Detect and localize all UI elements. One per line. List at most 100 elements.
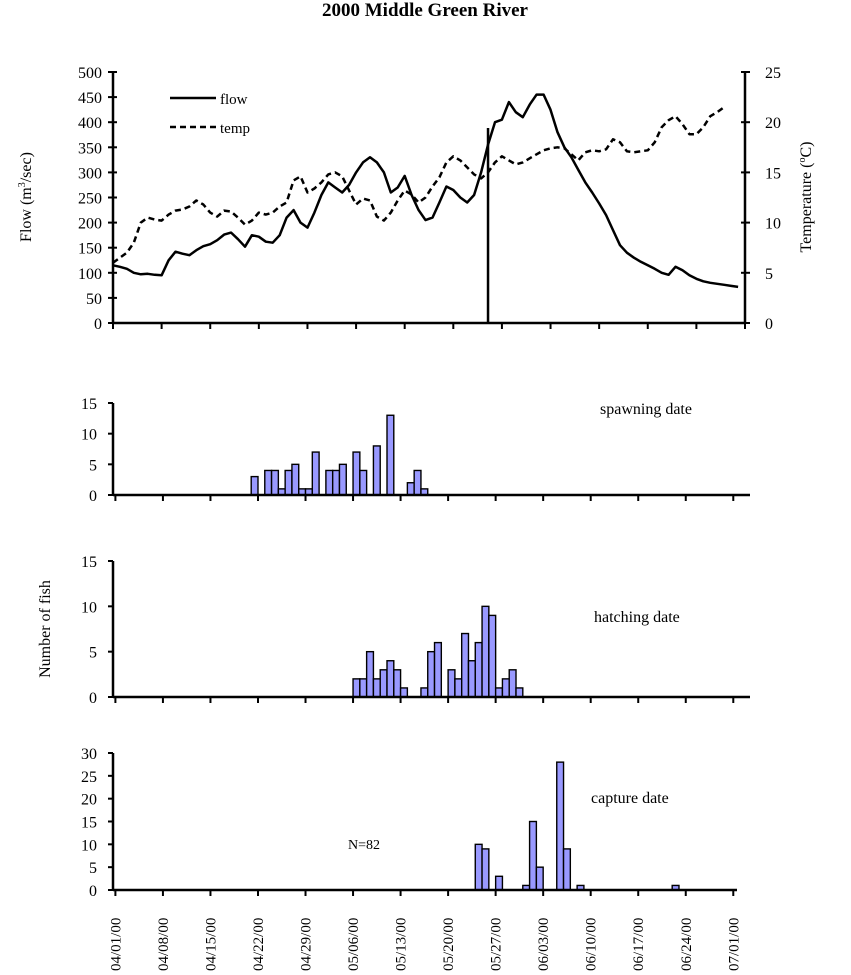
capture-bar <box>556 761 565 891</box>
temp-tick-label: 10 <box>765 216 781 233</box>
hatching-bar <box>481 605 490 698</box>
spawning-panel: 0 5 10 15 <box>81 396 750 505</box>
hatching-annotation: hatching date <box>594 609 680 626</box>
spawning-bar <box>270 469 280 496</box>
capture-y-tick-label: 20 <box>81 792 97 809</box>
capture-y-tick-label: 0 <box>89 883 97 900</box>
flow-tick-label: 500 <box>78 65 102 82</box>
temp-tick-label: 5 <box>765 266 773 283</box>
flow-tick-label: 450 <box>78 90 102 107</box>
hatching-bar <box>494 687 504 698</box>
spawning-y-tick-label: 5 <box>89 457 97 474</box>
flow-tick-label: 0 <box>94 316 102 333</box>
x-tick-label: 05/13/00 <box>394 918 410 971</box>
flow-temp-panel: 0 50 100 150 200 250 300 350 400 450 500 0 5 10 15 20 25 <box>78 65 781 333</box>
x-tick-label: 05/27/00 <box>489 918 505 971</box>
x-tick-label: 06/03/00 <box>536 918 552 971</box>
hatching-bar <box>447 669 456 698</box>
x-tick-label: 06/17/00 <box>631 918 647 971</box>
spawning-bar <box>284 469 293 496</box>
spawning-bar <box>291 463 300 496</box>
x-tick-label: 06/24/00 <box>679 918 695 971</box>
flow-axis-label-b: /sec) <box>18 152 35 182</box>
capture-bar <box>562 848 572 891</box>
flow-axis-label: Flow (m3/sec) <box>17 152 35 242</box>
legend-flow-label: flow <box>220 92 248 108</box>
legend-temp-label: temp <box>220 121 250 137</box>
x-tick-label: 05/06/00 <box>346 918 362 971</box>
temp-axis-label-b: C) <box>798 142 815 158</box>
capture-panel: 0 5 10 15 20 25 30 04/01/00 04/08/00 04/15/00 04/2… <box>81 746 742 971</box>
temp-line <box>112 106 725 264</box>
hatching-bar <box>474 641 483 698</box>
hatching-bar <box>386 660 395 698</box>
spawning-bar <box>406 482 415 496</box>
capture-y-tick-label: 15 <box>81 815 97 832</box>
flow-axis-label-sup: 3 <box>17 182 28 187</box>
capture-bar <box>474 843 483 891</box>
flow-tick-label: 50 <box>86 291 102 308</box>
hatching-y-tick-label: 10 <box>81 599 97 616</box>
spawning-bar <box>338 463 347 496</box>
flow-tick-label: 150 <box>78 241 102 258</box>
capture-bar <box>494 875 504 891</box>
temp-tick-label: 15 <box>765 165 781 182</box>
temp-tick-label: 20 <box>765 115 781 132</box>
legend: flow temp <box>170 92 250 137</box>
x-tick-label: 04/22/00 <box>251 918 267 971</box>
hatching-bar <box>501 678 510 698</box>
hatching-bar <box>433 641 443 698</box>
spawning-bar <box>264 469 273 496</box>
hatching-bar <box>460 632 470 698</box>
hatching-bar <box>420 687 429 698</box>
temp-axis-label-sup: o <box>797 158 808 163</box>
flow-tick-label: 200 <box>78 216 102 233</box>
hatching-panel: 0 5 10 15 <box>81 554 750 707</box>
spawning-bar <box>359 469 368 496</box>
hatching-bar <box>365 650 375 698</box>
capture-y-tick-label: 5 <box>89 860 97 877</box>
hatching-bar <box>399 687 409 698</box>
hatching-y-tick-label: 5 <box>89 645 97 662</box>
x-tick-label: 04/01/00 <box>108 918 124 971</box>
flow-axis-label-a: Flow (m <box>18 187 35 242</box>
spawning-bar <box>352 451 361 496</box>
spawning-bar <box>325 469 334 496</box>
temp-axis-label: Temperature (oC) <box>797 142 815 253</box>
spawning-bar <box>413 469 422 496</box>
x-tick-label: 04/08/00 <box>156 918 172 971</box>
fish-axis-label: Number of fish <box>37 580 54 678</box>
hatching-bar <box>393 669 402 698</box>
temp-tick-label: 0 <box>765 316 773 333</box>
capture-bar <box>481 848 490 891</box>
hatching-bar <box>515 687 524 698</box>
spawning-y-tick-label: 10 <box>81 427 97 444</box>
capture-annotation: capture date <box>591 790 669 807</box>
spawning-annotation: spawning date <box>600 401 692 418</box>
temp-axis-label-a: Temperature ( <box>798 163 815 253</box>
x-tick-label: 05/20/00 <box>441 918 457 971</box>
flow-tick-label: 250 <box>78 191 102 208</box>
x-tick-label: 04/29/00 <box>299 918 315 971</box>
spawning-bar <box>250 475 259 496</box>
flow-tick-label: 100 <box>78 266 102 283</box>
spawning-bar <box>386 414 395 496</box>
x-tick-label: 06/10/00 <box>584 918 600 971</box>
flow-tick-label: 300 <box>78 165 102 182</box>
hatching-y-tick-label: 15 <box>81 554 97 571</box>
flow-tick-label: 400 <box>78 115 102 132</box>
capture-bar <box>528 820 538 891</box>
capture-y-tick-label: 25 <box>81 769 97 786</box>
spawning-y-tick-label: 15 <box>81 396 97 413</box>
spawning-bar <box>331 469 341 496</box>
spawning-y-tick-label: 0 <box>89 488 97 505</box>
spawning-bar <box>372 445 381 496</box>
hatching-bar <box>508 669 517 698</box>
hatching-bar <box>427 650 436 698</box>
capture-y-tick-label: 30 <box>81 746 97 763</box>
chart-title: 2000 Middle Green River <box>322 0 529 21</box>
hatching-bar <box>372 678 381 698</box>
capture-y-tick-label: 10 <box>81 837 97 854</box>
temp-tick-label: 25 <box>765 65 781 82</box>
